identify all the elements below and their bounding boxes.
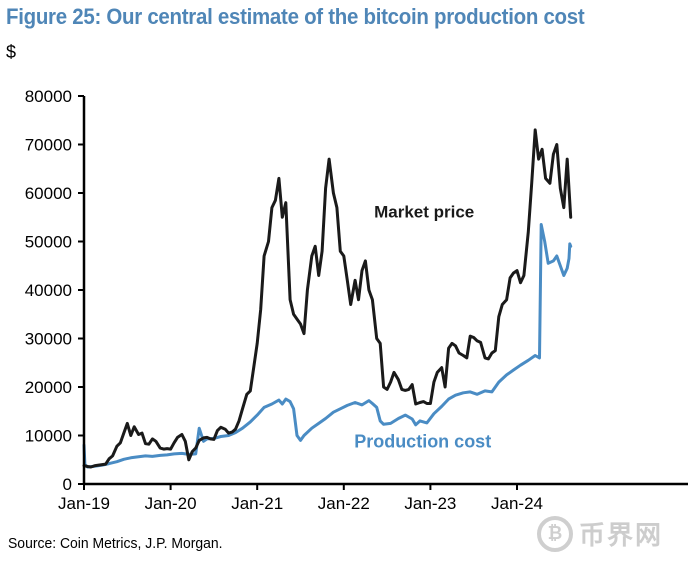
y-tick-label: 60000 [25, 184, 72, 203]
source-note: Source: Coin Metrics, J.P. Morgan. [8, 535, 223, 552]
x-tick-label: Jan-21 [231, 494, 283, 513]
figure-title: Figure 25: Our central estimate of the b… [6, 4, 585, 29]
y-tick-label: 10000 [25, 427, 72, 446]
x-tick-label: Jan-22 [318, 494, 370, 513]
y-tick-label: 40000 [25, 281, 72, 300]
y-tick-label: 70000 [25, 136, 72, 155]
series-line-production-cost [82, 223, 573, 469]
series-line-market-price [82, 128, 573, 469]
watermark: ₿ 币界网 [537, 515, 663, 552]
y-axis-unit-label: $ [6, 42, 17, 62]
x-tick-label: Jan-19 [58, 494, 110, 513]
y-tick-label: 30000 [25, 330, 72, 349]
watermark-text: 币界网 [579, 520, 664, 550]
x-tick-label: Jan-20 [145, 494, 197, 513]
x-tick-label: Jan-24 [491, 494, 543, 513]
y-tick-label: 80000 [25, 87, 72, 106]
x-tick-label: Jan-23 [404, 494, 456, 513]
annotation-market-price: Market price [374, 202, 474, 221]
bitcoin-coin-icon: ₿ [537, 515, 573, 552]
series-layer [82, 128, 573, 469]
y-tick-label: 0 [63, 475, 72, 494]
y-tick-label: 50000 [25, 233, 72, 252]
y-tick-label: 20000 [25, 378, 72, 397]
annotation-production-cost: Production cost [354, 432, 491, 452]
axis-layer: 0 10000 20000 30000 40000 50000 60000 70000 8000… [25, 87, 688, 513]
annotation-layer: Market price Production cost [354, 202, 491, 451]
